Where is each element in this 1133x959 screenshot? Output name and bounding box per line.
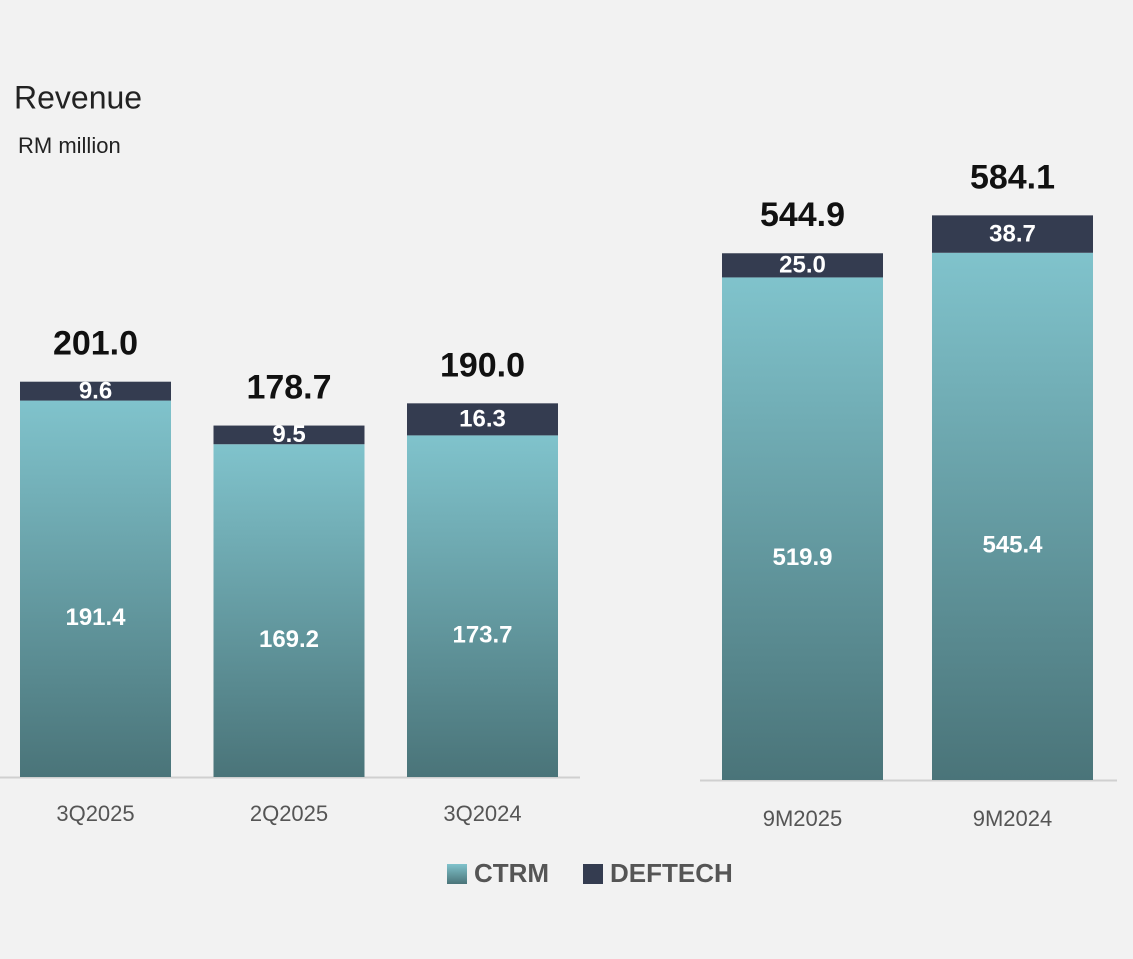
data-label: 9.5 — [272, 421, 305, 448]
total-label: 178.7 — [246, 369, 331, 407]
x-tick-label: 9M2024 — [973, 806, 1053, 831]
bar-segment — [407, 403, 558, 436]
chart-title: Revenue — [14, 79, 142, 115]
data-label: 519.9 — [772, 544, 832, 571]
legend-label: DEFTECH — [610, 858, 733, 888]
bar-segment — [20, 381, 171, 401]
total-label: 190.0 — [440, 346, 525, 384]
bar-segment — [213, 425, 365, 445]
data-label: 169.2 — [259, 626, 319, 653]
x-tick-label: 3Q2024 — [443, 801, 521, 826]
data-label: 173.7 — [452, 622, 512, 649]
x-tick-label: 9M2025 — [763, 806, 843, 831]
total-label: 201.0 — [53, 325, 138, 363]
bar-segment — [932, 252, 1093, 780]
legend-label: CTRM — [474, 858, 549, 888]
bar-segment — [407, 435, 558, 777]
x-tick-label: 2Q2025 — [250, 801, 328, 826]
chart-subtitle: RM million — [18, 133, 121, 158]
data-label: 25.0 — [779, 252, 826, 279]
data-label: 545.4 — [982, 532, 1043, 559]
total-label: 584.1 — [970, 158, 1055, 196]
data-label: 38.7 — [989, 220, 1036, 247]
bar-segment — [932, 215, 1093, 253]
legend-swatch — [447, 864, 467, 884]
bar-segment — [722, 253, 883, 278]
legend-swatch — [583, 864, 603, 884]
bar-segment — [213, 444, 365, 777]
x-tick-label: 3Q2025 — [56, 801, 134, 826]
bar-segment — [20, 400, 171, 777]
data-label: 191.4 — [65, 604, 126, 631]
data-label: 16.3 — [459, 406, 506, 433]
total-label: 544.9 — [760, 196, 845, 234]
data-label: 9.6 — [79, 377, 112, 404]
bar-segment — [722, 277, 883, 780]
